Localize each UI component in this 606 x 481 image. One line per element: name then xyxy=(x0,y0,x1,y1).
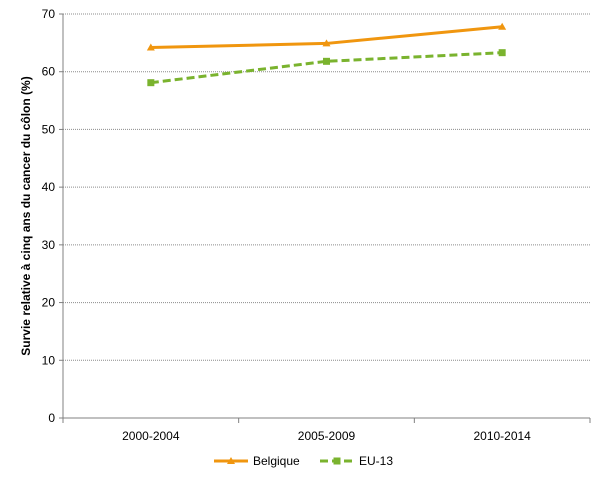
data-point xyxy=(147,79,155,87)
y-tick-label: 40 xyxy=(42,180,56,194)
y-tick-label: 50 xyxy=(42,122,56,136)
x-tick-label: 2005-2009 xyxy=(298,429,356,443)
x-tick-label: 2010-2014 xyxy=(473,429,531,443)
legend: Belgique EU-13 xyxy=(214,454,393,468)
data-point xyxy=(323,57,330,65)
series-line xyxy=(150,51,503,85)
legend-label: Belgique xyxy=(253,454,300,468)
series-group xyxy=(146,22,507,87)
y-tick-label: 20 xyxy=(42,296,56,310)
y-tick-label: 60 xyxy=(42,65,56,79)
series-eu-13 xyxy=(147,49,506,87)
y-tick-label: 70 xyxy=(42,7,56,21)
data-point xyxy=(498,22,507,30)
y-tick-label: 30 xyxy=(42,238,56,252)
x-axis-ticks: 2000-2004 2005-2009 2010-2014 xyxy=(62,418,591,443)
y-axis-ticks: 0 10 20 30 40 50 60 70 xyxy=(42,7,63,425)
y-axis-label: Survie relative à cinq ans du cancer du … xyxy=(19,76,33,355)
grid-lines xyxy=(63,13,590,361)
data-point xyxy=(322,39,331,47)
data-point xyxy=(146,43,155,51)
y-tick-label: 0 xyxy=(48,411,55,425)
data-point xyxy=(498,49,506,57)
x-tick-label: 2000-2004 xyxy=(122,429,180,443)
axes xyxy=(62,14,590,419)
legend-marker xyxy=(227,457,235,464)
legend-marker xyxy=(333,457,341,465)
legend-label: EU-13 xyxy=(359,454,393,468)
series-belgique xyxy=(146,22,507,51)
y-tick-label: 10 xyxy=(42,353,56,367)
